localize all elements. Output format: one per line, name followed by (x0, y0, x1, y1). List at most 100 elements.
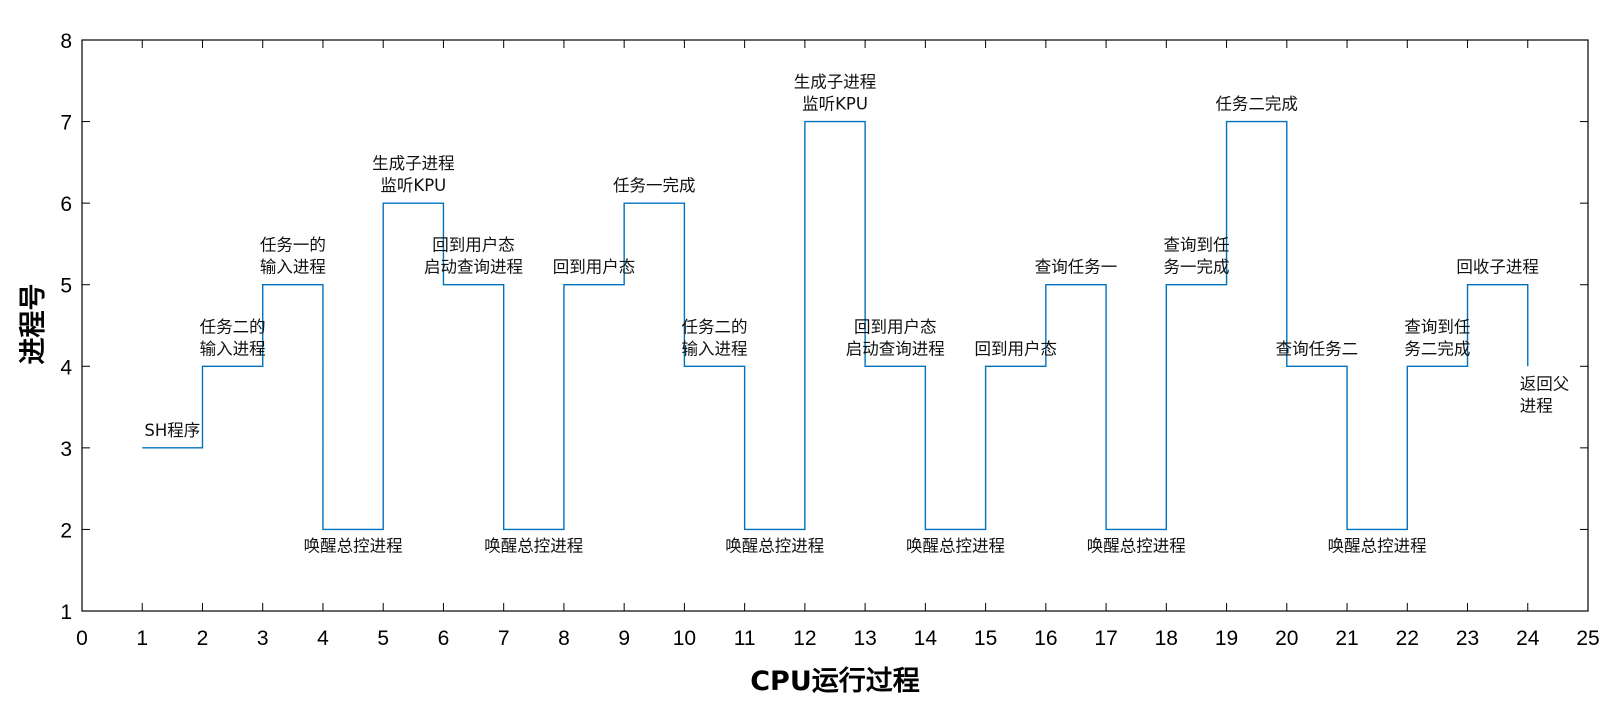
annotation-line: 务二完成 (1404, 339, 1470, 358)
x-tick-label: 12 (793, 627, 816, 650)
annotations: SH程序任务二的输入进程任务一的输入进程唤醒总控进程生成子进程监听KPU回到用户… (144, 73, 1569, 556)
annotation-line: 唤醒总控进程 (484, 536, 583, 555)
x-tick-label: 15 (974, 627, 997, 650)
annotation-label: 回到用户态启动查询进程 (424, 236, 523, 277)
y-tick-label: 5 (60, 275, 72, 298)
annotation-label: 任务二的输入进程 (682, 317, 748, 358)
x-tick-label: 7 (498, 627, 510, 650)
annotation-line: 进程 (1520, 396, 1553, 415)
annotation-line: 查询到任 (1163, 236, 1229, 255)
x-tick-labels: 0 1 2 3 4 5 6 7 8 9 10 11 12 13 14 15 16 17 18 19 20 21 22 23 24… (76, 627, 1600, 650)
annotation-line: 返回父 (1520, 374, 1570, 393)
annotation-line: 查询到任 (1404, 317, 1470, 336)
annotation-line: 生成子进程 (372, 154, 455, 173)
annotation-line: 查询任务一 (1035, 258, 1118, 277)
annotation-line: 启动查询进程 (424, 258, 523, 277)
x-tick-label: 18 (1155, 627, 1178, 650)
annotation-line: 输入进程 (682, 339, 748, 358)
annotation-line: 唤醒总控进程 (1087, 536, 1186, 555)
x-tick-label: 2 (197, 627, 209, 650)
annotation-line: 回到用户态 (553, 258, 636, 277)
annotation-label: 回到用户态 (553, 258, 636, 277)
annotation-label: 回到用户态启动查询进程 (846, 317, 945, 358)
annotation-label: 任务二完成 (1215, 95, 1298, 114)
annotation-line: 监听KPU (802, 95, 868, 114)
x-tick-label: 13 (853, 627, 876, 650)
annotation-line: SH程序 (144, 421, 200, 440)
annotation-label: SH程序 (144, 421, 200, 440)
series-step-line (142, 120, 1529, 531)
annotation-line: 唤醒总控进程 (304, 536, 403, 555)
annotation-line: 任务二完成 (1215, 95, 1298, 114)
annotation-label: 生成子进程监听KPU (794, 73, 877, 114)
annotation-label: 查询任务二 (1276, 339, 1359, 358)
annotation-line: 任务一的 (260, 236, 326, 255)
annotation-label: 任务二的输入进程 (200, 317, 266, 358)
annotation-label: 查询到任务一完成 (1163, 236, 1229, 277)
annotation-label: 唤醒总控进程 (1328, 536, 1427, 555)
x-tick-label: 23 (1456, 627, 1479, 650)
x-tick-label: 0 (76, 627, 88, 650)
annotation-label: 唤醒总控进程 (304, 536, 403, 555)
x-tick-label: 21 (1335, 627, 1358, 650)
y-axis-title: 进程号 (18, 284, 49, 365)
y-tick-label: 4 (60, 356, 72, 379)
x-tick-label: 3 (257, 627, 269, 650)
x-tick-label: 17 (1094, 627, 1117, 650)
x-tick-label: 10 (673, 627, 696, 650)
y-tick-label: 1 (60, 601, 72, 624)
annotation-label: 任务一完成 (613, 176, 696, 195)
annotation-label: 任务一的输入进程 (260, 236, 326, 277)
annotation-label: 唤醒总控进程 (725, 536, 824, 555)
annotation-line: 任务二的 (682, 317, 748, 336)
x-tick-label: 14 (914, 627, 938, 650)
y-tick-label: 2 (60, 519, 72, 542)
annotation-label: 查询任务一 (1035, 258, 1118, 277)
x-tick-label: 11 (734, 627, 756, 650)
annotation-line: 回收子进程 (1456, 258, 1539, 277)
x-tick-label: 6 (438, 627, 450, 650)
x-tick-label: 22 (1396, 627, 1419, 650)
annotation-label: 回收子进程 (1456, 258, 1539, 277)
x-tick-label: 4 (317, 627, 329, 650)
annotation-line: 回到用户态 (854, 317, 937, 336)
y-tick-label: 3 (60, 438, 72, 461)
annotation-line: 回到用户态 (974, 339, 1057, 358)
annotation-line: 务一完成 (1163, 258, 1229, 277)
annotation-line: 任务一完成 (613, 176, 696, 195)
x-tick-label: 9 (618, 627, 630, 650)
y-tick-label: 7 (60, 112, 72, 135)
annotation-line: 唤醒总控进程 (906, 536, 1005, 555)
annotation-label: 生成子进程监听KPU (372, 154, 455, 195)
x-axis-title: CPU运行过程 (750, 665, 920, 697)
x-tick-label: 5 (377, 627, 389, 650)
annotation-line: 监听KPU (380, 176, 446, 195)
annotation-line: 生成子进程 (794, 73, 877, 92)
annotation-label: 查询到任务二完成 (1404, 317, 1470, 358)
x-tick-label: 25 (1576, 627, 1599, 650)
annotation-line: 查询任务二 (1276, 339, 1359, 358)
annotation-line: 回到用户态 (432, 236, 515, 255)
x-tick-label: 24 (1516, 627, 1540, 650)
annotation-line: 输入进程 (200, 339, 266, 358)
annotation-line: 任务二的 (200, 317, 266, 336)
annotation-label: 回到用户态 (974, 339, 1057, 358)
x-tick-label: 8 (558, 627, 570, 650)
annotation-line: 输入进程 (260, 258, 326, 277)
annotation-label: 返回父进程 (1520, 374, 1570, 415)
annotation-line: 唤醒总控进程 (725, 536, 824, 555)
annotation-label: 唤醒总控进程 (1087, 536, 1186, 555)
plot-area (81, 39, 1589, 612)
y-tick-labels: 1 2 3 4 5 6 7 8 (60, 30, 72, 624)
annotation-label: 唤醒总控进程 (484, 536, 583, 555)
x-tick-label: 19 (1215, 627, 1238, 650)
y-tick-label: 6 (60, 193, 72, 216)
annotation-label: 唤醒总控进程 (906, 536, 1005, 555)
annotation-line: 启动查询进程 (846, 339, 945, 358)
x-tick-label: 1 (136, 627, 148, 650)
x-tick-label: 20 (1275, 627, 1298, 650)
axis-ticks (81, 39, 1589, 612)
y-tick-label: 8 (60, 30, 72, 53)
x-tick-label: 16 (1034, 627, 1057, 650)
